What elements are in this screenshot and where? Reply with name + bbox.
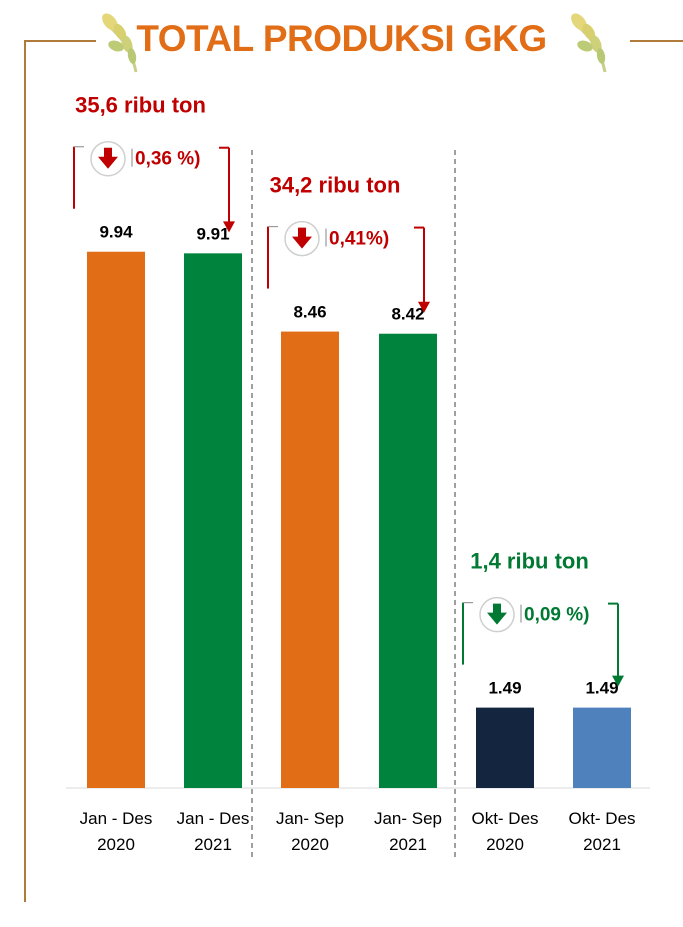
frame-left-border — [24, 40, 26, 902]
bar — [476, 707, 534, 788]
x-tick-label: 2020 — [97, 835, 135, 854]
page-title: TOTAL PRODUKSI GKG — [136, 18, 547, 59]
data-label: 8.46 — [293, 303, 326, 322]
wheat-icon — [571, 13, 607, 73]
down-arrow-icon — [292, 227, 312, 249]
frame-top-left-border — [24, 40, 96, 42]
decline-percent-text: 0,41%) — [329, 229, 389, 250]
x-tick-label: Jan - Des — [80, 809, 153, 828]
down-arrow-icon — [487, 603, 507, 625]
data-label: 9.91 — [196, 224, 229, 243]
connector-arrowhead — [223, 221, 235, 233]
x-tick-label: Okt- Des — [568, 809, 635, 828]
x-tick-label: 2021 — [389, 835, 427, 854]
decline-amount-text: 34,2 ribu ton — [270, 173, 401, 198]
down-arrow-icon — [98, 147, 118, 169]
bar — [573, 707, 631, 788]
bar — [87, 251, 145, 789]
x-tick-label: Okt- Des — [471, 809, 538, 828]
data-label: 1.49 — [488, 679, 521, 698]
connector-arrowhead — [418, 301, 430, 313]
decline-percent-text: 0,36 %) — [135, 149, 200, 170]
x-tick-label: 2021 — [583, 835, 621, 854]
x-tick-label: Jan- Sep — [374, 809, 442, 828]
bar — [281, 331, 339, 788]
connector-arrowhead — [612, 675, 624, 687]
decline-amount-text: 35,6 ribu ton — [75, 93, 206, 118]
x-tick-label: 2020 — [291, 835, 329, 854]
bar — [184, 253, 242, 788]
data-label: 8.42 — [391, 305, 424, 324]
x-tick-label: Jan- Sep — [276, 809, 344, 828]
data-label: 1.49 — [585, 679, 618, 698]
x-tick-label: 2020 — [486, 835, 524, 854]
decline-amount-text: 1,4 ribu ton — [470, 549, 589, 574]
data-label: 9.94 — [99, 223, 133, 242]
x-tick-label: Jan - Des — [177, 809, 250, 828]
wheat-icon — [102, 13, 138, 73]
x-tick-label: 2021 — [194, 835, 232, 854]
frame-top-right-border — [630, 40, 683, 42]
bar — [379, 333, 437, 788]
decline-percent-text: 0,09 %) — [524, 605, 589, 626]
